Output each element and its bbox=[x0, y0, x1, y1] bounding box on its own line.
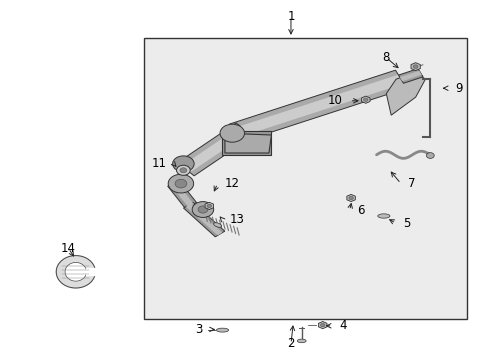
Polygon shape bbox=[224, 133, 271, 153]
Polygon shape bbox=[204, 202, 213, 210]
Text: 5: 5 bbox=[403, 217, 410, 230]
Circle shape bbox=[198, 206, 207, 213]
Ellipse shape bbox=[377, 214, 389, 218]
Circle shape bbox=[207, 204, 211, 207]
Circle shape bbox=[426, 153, 433, 158]
Polygon shape bbox=[185, 204, 222, 235]
Bar bbox=[144, 38, 466, 319]
Polygon shape bbox=[85, 268, 96, 275]
Circle shape bbox=[172, 156, 194, 172]
Polygon shape bbox=[361, 96, 369, 103]
Polygon shape bbox=[177, 123, 252, 176]
Polygon shape bbox=[386, 72, 425, 115]
Circle shape bbox=[175, 179, 186, 188]
Text: 1: 1 bbox=[286, 10, 294, 23]
Circle shape bbox=[320, 324, 324, 327]
Text: 10: 10 bbox=[327, 94, 342, 107]
Polygon shape bbox=[65, 262, 86, 281]
Circle shape bbox=[348, 197, 352, 199]
Text: 12: 12 bbox=[224, 177, 240, 190]
Circle shape bbox=[180, 168, 186, 173]
Polygon shape bbox=[229, 70, 406, 142]
Polygon shape bbox=[183, 202, 224, 237]
Circle shape bbox=[192, 202, 213, 217]
Circle shape bbox=[176, 165, 190, 175]
Ellipse shape bbox=[213, 223, 221, 227]
Text: 8: 8 bbox=[382, 51, 389, 64]
Polygon shape bbox=[170, 182, 193, 207]
Text: 6: 6 bbox=[356, 204, 364, 217]
Polygon shape bbox=[167, 181, 196, 208]
Text: 11: 11 bbox=[151, 157, 166, 170]
Polygon shape bbox=[231, 75, 403, 138]
Text: 9: 9 bbox=[454, 82, 461, 95]
Circle shape bbox=[220, 124, 244, 142]
Circle shape bbox=[363, 98, 367, 102]
Polygon shape bbox=[318, 321, 326, 329]
Text: 4: 4 bbox=[339, 319, 346, 332]
Text: 3: 3 bbox=[195, 323, 203, 336]
Circle shape bbox=[168, 174, 193, 193]
Ellipse shape bbox=[297, 339, 305, 343]
Polygon shape bbox=[56, 256, 95, 288]
Circle shape bbox=[412, 65, 417, 68]
Text: 13: 13 bbox=[229, 213, 244, 226]
Text: 2: 2 bbox=[286, 337, 294, 350]
Polygon shape bbox=[346, 194, 355, 202]
Text: 14: 14 bbox=[61, 242, 76, 255]
Bar bbox=[222, 131, 271, 155]
Polygon shape bbox=[399, 71, 421, 81]
Polygon shape bbox=[182, 126, 248, 172]
Polygon shape bbox=[398, 69, 422, 83]
Polygon shape bbox=[410, 63, 420, 71]
Ellipse shape bbox=[216, 328, 228, 332]
Text: 7: 7 bbox=[407, 177, 415, 190]
